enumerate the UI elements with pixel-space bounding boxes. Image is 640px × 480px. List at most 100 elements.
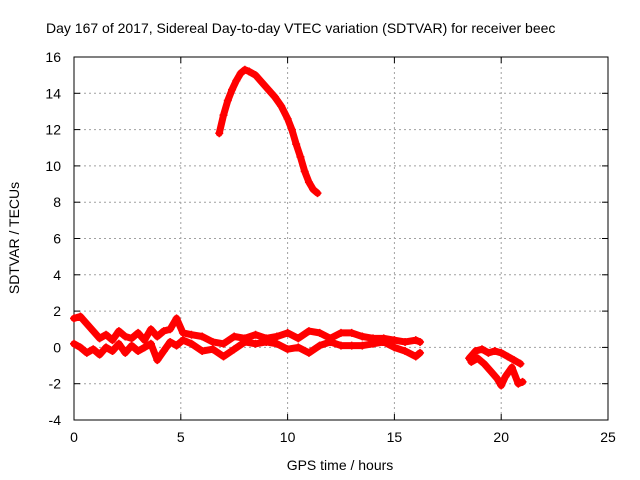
data-point [236,69,245,78]
data-point [70,339,78,348]
data-point [219,352,228,361]
data-point [82,348,91,357]
data-point [514,379,523,388]
y-tick-label: 4 [53,267,61,283]
data-point [219,111,228,120]
data-point [272,339,281,348]
data-point [219,339,228,348]
data-point [304,327,313,336]
data-point [294,343,303,352]
data-point [264,85,273,94]
series-late-evening-arc [465,345,525,368]
data-point [304,348,313,357]
data-point [471,347,480,356]
data-point [251,71,260,80]
x-tick-label: 5 [177,429,185,445]
data-point [70,314,78,323]
y-tick-label: 6 [53,231,61,247]
y-tick-label: 16 [45,49,61,65]
data-point [401,337,410,346]
data-point [82,319,91,328]
data-point [492,374,501,383]
x-tick-label: 25 [600,429,616,445]
data-point [153,356,162,365]
data-point [369,339,378,348]
series-trace [467,354,527,390]
x-tick-label: 15 [387,429,403,445]
data-point [187,339,196,348]
data-point [292,140,301,149]
y-axis-label: SDTVAR / TECUs [6,182,22,294]
data-point [507,363,516,372]
x-axis-label: GPS time / hours [287,457,394,473]
data-point [114,327,123,336]
data-point [262,337,271,346]
data-point [102,330,111,339]
data-point [337,328,345,337]
data-point [337,341,345,350]
data-point [159,327,168,336]
y-tick-label: 14 [45,85,61,101]
data-point [358,332,367,341]
chart-title: Day 167 of 2017, Sidereal Day-to-day VTE… [46,20,555,36]
data-point [473,354,482,363]
data-point [251,339,260,348]
data-point [198,332,207,341]
data-point [215,129,224,138]
data-point [315,341,324,350]
data-point [277,102,286,111]
y-tick-label: -4 [49,412,62,428]
data-point [127,341,136,350]
data-point [121,348,130,357]
data-point [497,348,506,357]
data-point [178,328,187,337]
data-point [379,337,388,346]
data-point [208,337,217,346]
data-point [140,343,149,352]
data-point [501,372,510,381]
data-point [198,347,207,356]
data-point [146,325,155,334]
data-point [411,336,420,345]
x-tick-label: 20 [493,429,509,445]
data-point [187,330,196,339]
data-point [108,336,117,345]
data-point [358,341,367,350]
data-point [166,337,175,346]
data-point [89,327,98,336]
data-point [257,78,266,87]
data-point [416,348,425,357]
y-tick-label: 8 [53,194,61,210]
data-point [76,343,85,352]
data-point [480,359,489,368]
x-tick-labels: 0 5 10 15 20 25 [70,429,616,445]
y-tick-label: 2 [53,303,61,319]
data-point [134,347,143,356]
data-point [114,339,123,348]
data-point [76,312,85,321]
x-tick-label: 0 [70,429,78,445]
data-point [159,347,168,356]
data-point [309,185,318,194]
data-point [166,325,175,334]
data-point [121,332,130,341]
data-point [172,314,181,323]
x-tick-label: 10 [280,429,296,445]
data-point [153,332,162,341]
y-tick-labels: -4 -2 0 2 4 6 8 10 12 14 16 [45,49,61,428]
data-point [251,330,260,339]
data-point [232,76,241,85]
data-point [497,381,506,390]
data-point [127,334,136,343]
data-point [95,350,104,359]
data-point [287,125,296,134]
data-point [272,332,281,341]
data-point [300,167,309,176]
y-tick-label: -2 [49,376,62,392]
data-point [146,339,155,348]
data-point [178,336,187,345]
data-point [416,337,425,346]
data-point [230,345,239,354]
data-point [270,92,279,101]
